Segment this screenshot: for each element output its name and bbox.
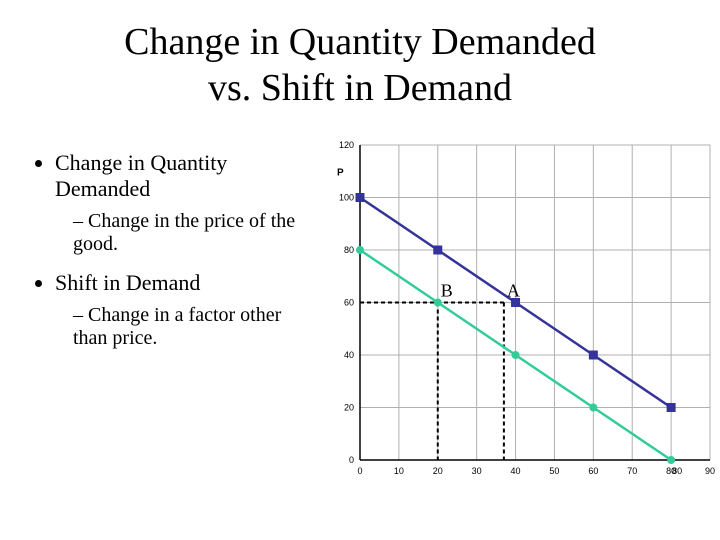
svg-text:B: B	[441, 281, 453, 301]
svg-text:120: 120	[339, 140, 354, 150]
svg-text:20: 20	[344, 403, 354, 413]
slide: Change in Quantity Demanded vs. Shift in…	[0, 0, 720, 540]
bullet-1: Change in Quantity Demanded Change in th…	[55, 150, 320, 256]
title-line1: Change in Quantity Demanded	[124, 21, 596, 63]
svg-text:40: 40	[344, 350, 354, 360]
svg-text:60: 60	[588, 466, 598, 476]
svg-text:20: 20	[433, 466, 443, 476]
svg-text:70: 70	[627, 466, 637, 476]
svg-text:40: 40	[511, 466, 521, 476]
title-line2: vs. Shift in Demand	[208, 67, 512, 109]
svg-text:100: 100	[339, 193, 354, 203]
svg-text:60: 60	[344, 298, 354, 308]
bullet-2-text: Shift in Demand	[55, 270, 200, 295]
bullet-list: Change in Quantity Demanded Change in th…	[30, 150, 320, 364]
svg-text:50: 50	[549, 466, 559, 476]
title: Change in Quantity Demanded vs. Shift in…	[0, 20, 720, 111]
sub-bullet-2: Change in a factor other than price.	[73, 304, 320, 350]
svg-text:0: 0	[349, 455, 354, 465]
bullet-2: Shift in Demand Change in a factor other…	[55, 270, 320, 350]
svg-text:90: 90	[705, 466, 715, 476]
svg-text:P: P	[337, 167, 344, 178]
svg-text:80: 80	[344, 245, 354, 255]
svg-text:10: 10	[394, 466, 404, 476]
svg-text:0: 0	[357, 466, 362, 476]
svg-text:A: A	[507, 281, 520, 301]
svg-text:80: 80	[672, 466, 682, 476]
svg-text:30: 30	[472, 466, 482, 476]
demand-chart: 010203040506070809080020406080100120PAB	[325, 135, 715, 495]
bullet-1-text: Change in Quantity Demanded	[55, 150, 227, 201]
sub-bullet-1: Change in the price of the good.	[73, 210, 320, 256]
